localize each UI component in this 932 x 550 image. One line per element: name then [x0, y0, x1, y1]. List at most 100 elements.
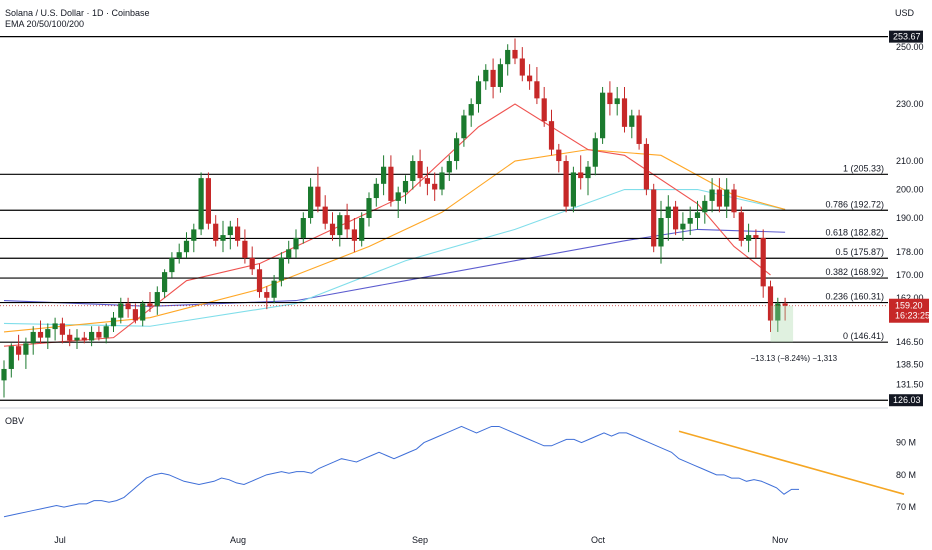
y-tick-label: 146.50	[896, 337, 924, 347]
candle-body	[176, 252, 182, 258]
x-tick-label: Nov	[772, 535, 789, 545]
candle-body	[344, 215, 350, 230]
candle-body	[249, 257, 255, 270]
candle-body	[702, 200, 708, 213]
y-tick-label: 250.00	[896, 42, 924, 52]
candle-body	[424, 178, 430, 184]
x-tick-label: Sep	[412, 535, 428, 545]
candle-body	[293, 237, 299, 250]
ema200-line	[3, 228, 786, 307]
candle-body	[8, 346, 14, 369]
candle-body	[760, 237, 766, 287]
candle-body	[89, 331, 95, 341]
obv-y-tick-label: 70 M	[896, 502, 916, 512]
candle-body	[125, 303, 131, 310]
candle-body	[578, 172, 584, 179]
ema50-line	[3, 149, 786, 333]
y-tick-label: 230.00	[896, 99, 924, 109]
candle-body	[643, 143, 649, 190]
measure-label: −13.13 (−8.24%) −1,313	[751, 354, 838, 363]
candle-body	[59, 323, 65, 335]
candle-body	[600, 92, 606, 139]
candle-body	[709, 189, 715, 201]
level-badge-text: 253.67	[893, 32, 921, 42]
candle-body	[140, 303, 146, 321]
candle-body	[753, 235, 759, 238]
candle-body	[256, 269, 263, 293]
candle-body	[1, 368, 7, 381]
x-tick-label: Jul	[54, 535, 66, 545]
ema100-line	[3, 188, 786, 327]
obv-y-tick-label: 80 M	[896, 470, 916, 480]
candle-body	[110, 317, 117, 327]
candle-body	[497, 64, 503, 87]
y-tick-label: 131.50	[896, 380, 924, 390]
candle-body	[45, 329, 51, 338]
candle-body	[16, 346, 22, 355]
candle-body	[527, 75, 533, 82]
candle-body	[118, 303, 124, 318]
candle-body	[483, 69, 489, 82]
candle-body	[417, 161, 423, 179]
candle-body	[286, 249, 292, 258]
fib-level-label: 0.236 (160.31)	[825, 292, 884, 302]
x-tick-label: Oct	[591, 535, 606, 545]
fib-level-label: 0.382 (168.92)	[825, 267, 884, 277]
candle-body	[651, 189, 657, 247]
candle-body	[220, 235, 226, 241]
candle-body	[738, 212, 744, 241]
candle-body	[96, 331, 102, 338]
candle-body	[381, 166, 387, 184]
candle-body	[694, 212, 701, 218]
y-tick-label: 190.00	[896, 213, 924, 223]
chart-title: Solana / U.S. Dollar · 1D · Coinbase	[5, 8, 150, 18]
candle-body	[614, 98, 620, 105]
candle-body	[308, 186, 314, 218]
level-badge	[889, 30, 923, 43]
candle-body	[629, 115, 635, 127]
x-tick-label: Aug	[230, 535, 246, 545]
candle-body	[636, 115, 642, 144]
obv-line	[3, 425, 799, 518]
candle-body	[132, 309, 138, 321]
candle-body	[162, 272, 168, 293]
candle-body	[242, 240, 248, 258]
candle-body	[402, 180, 409, 193]
candle-body	[592, 138, 598, 167]
candle-body	[475, 81, 482, 105]
candle-body	[673, 206, 679, 230]
candle-body	[410, 161, 416, 181]
fib-level-label: 0.786 (192.72)	[825, 199, 884, 209]
candle-body	[446, 161, 452, 173]
candle-body	[534, 81, 540, 99]
candle-body	[585, 166, 591, 179]
candle-body	[315, 186, 321, 207]
candle-body	[23, 343, 29, 355]
candle-body	[548, 121, 555, 150]
candle-body	[468, 104, 474, 116]
candle-body	[388, 166, 394, 201]
price-badge-price: 159.20	[895, 301, 923, 311]
candle-body	[505, 49, 511, 65]
candle-body	[519, 58, 525, 76]
level-badge-text: 126.03	[893, 395, 921, 405]
candle-body	[37, 331, 44, 338]
y-tick-label: 210.00	[896, 156, 924, 166]
candle-body	[724, 189, 730, 207]
candle-body	[395, 192, 401, 201]
candle-body	[454, 138, 460, 162]
candle-body	[570, 172, 576, 207]
candle-body	[103, 326, 109, 338]
candle-body	[366, 198, 372, 218]
candle-body	[52, 323, 58, 330]
candle-body	[490, 69, 496, 87]
candle-body	[169, 257, 175, 273]
candle-body	[775, 303, 781, 321]
candle-body	[665, 206, 671, 218]
fib-level-label: 1 (205.33)	[843, 163, 884, 173]
level-badge	[889, 394, 923, 407]
candle-body	[154, 292, 160, 307]
candle-body	[432, 183, 438, 190]
y-tick-label: 162.00	[896, 293, 924, 303]
